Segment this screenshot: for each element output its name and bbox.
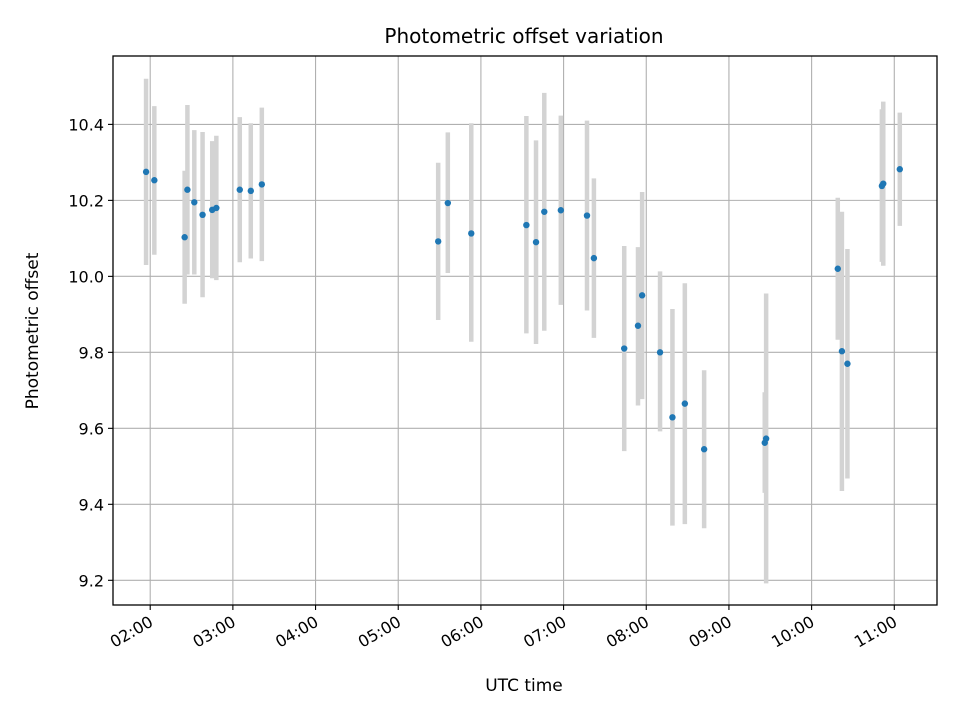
data-point: [191, 199, 198, 206]
y-tick-label: 10.0: [68, 267, 104, 286]
x-tick-label: 08:00: [603, 612, 652, 652]
y-tick-label: 10.4: [68, 115, 104, 134]
data-point: [621, 345, 628, 352]
plot-area-frame: [112, 55, 938, 606]
data-point: [434, 238, 442, 245]
data-point: [236, 186, 243, 193]
x-tick-label: 02:00: [107, 612, 156, 652]
data-point: [213, 204, 220, 212]
x-tick-label: 07:00: [520, 612, 569, 652]
data-point: [838, 348, 846, 355]
x-tick-label: 09:00: [686, 612, 735, 652]
data-point: [142, 168, 150, 176]
data-point: [834, 265, 841, 272]
x-tick-label: 10:00: [768, 612, 817, 652]
y-tick-label: 9.2: [79, 571, 104, 590]
y-axis-label: Photometric offset: [23, 252, 43, 409]
data-point: [151, 177, 158, 184]
data-point: [590, 254, 598, 262]
x-tick-label: 04:00: [272, 612, 321, 652]
data-point: [634, 322, 642, 329]
y-tick-label: 9.8: [79, 343, 104, 362]
x-tick-label: 05:00: [355, 612, 404, 652]
data-point: [656, 349, 664, 356]
chart-title: Photometric offset variation: [384, 24, 663, 48]
data-point: [523, 221, 530, 229]
data-point: [247, 187, 254, 195]
data-point: [258, 181, 266, 188]
x-tick-label: 11:00: [851, 612, 900, 652]
data-point: [669, 414, 676, 421]
x-axis-ticks: 02:00 03:00 04:00 05:00 06:00 07:00 08:00 09:00…: [107, 605, 900, 652]
y-axis-ticks: 9.2 9.4 9.6 9.8 10.0 10.2 10.4: [68, 115, 113, 590]
data-point: [762, 435, 770, 442]
data-point: [532, 238, 540, 246]
data-points: [142, 166, 903, 453]
data-point: [844, 360, 851, 367]
data-point: [880, 180, 887, 187]
data-point: [700, 446, 708, 453]
data-point: [896, 166, 903, 173]
data-point: [181, 234, 188, 241]
data-point: [557, 207, 565, 214]
data-point: [583, 212, 591, 219]
data-point: [638, 292, 646, 299]
data-point: [199, 211, 206, 219]
x-tick-label: 03:00: [189, 612, 238, 652]
data-point: [681, 400, 689, 407]
data-point: [444, 199, 452, 207]
y-tick-label: 9.4: [79, 495, 104, 514]
x-axis-label: UTC time: [485, 676, 563, 696]
x-tick-label: 06:00: [437, 612, 486, 652]
data-point: [468, 230, 475, 237]
error-bars: [143, 78, 903, 584]
data-point: [184, 186, 191, 193]
y-tick-label: 10.2: [68, 191, 104, 210]
y-tick-label: 9.6: [79, 419, 104, 438]
data-point: [541, 208, 548, 215]
